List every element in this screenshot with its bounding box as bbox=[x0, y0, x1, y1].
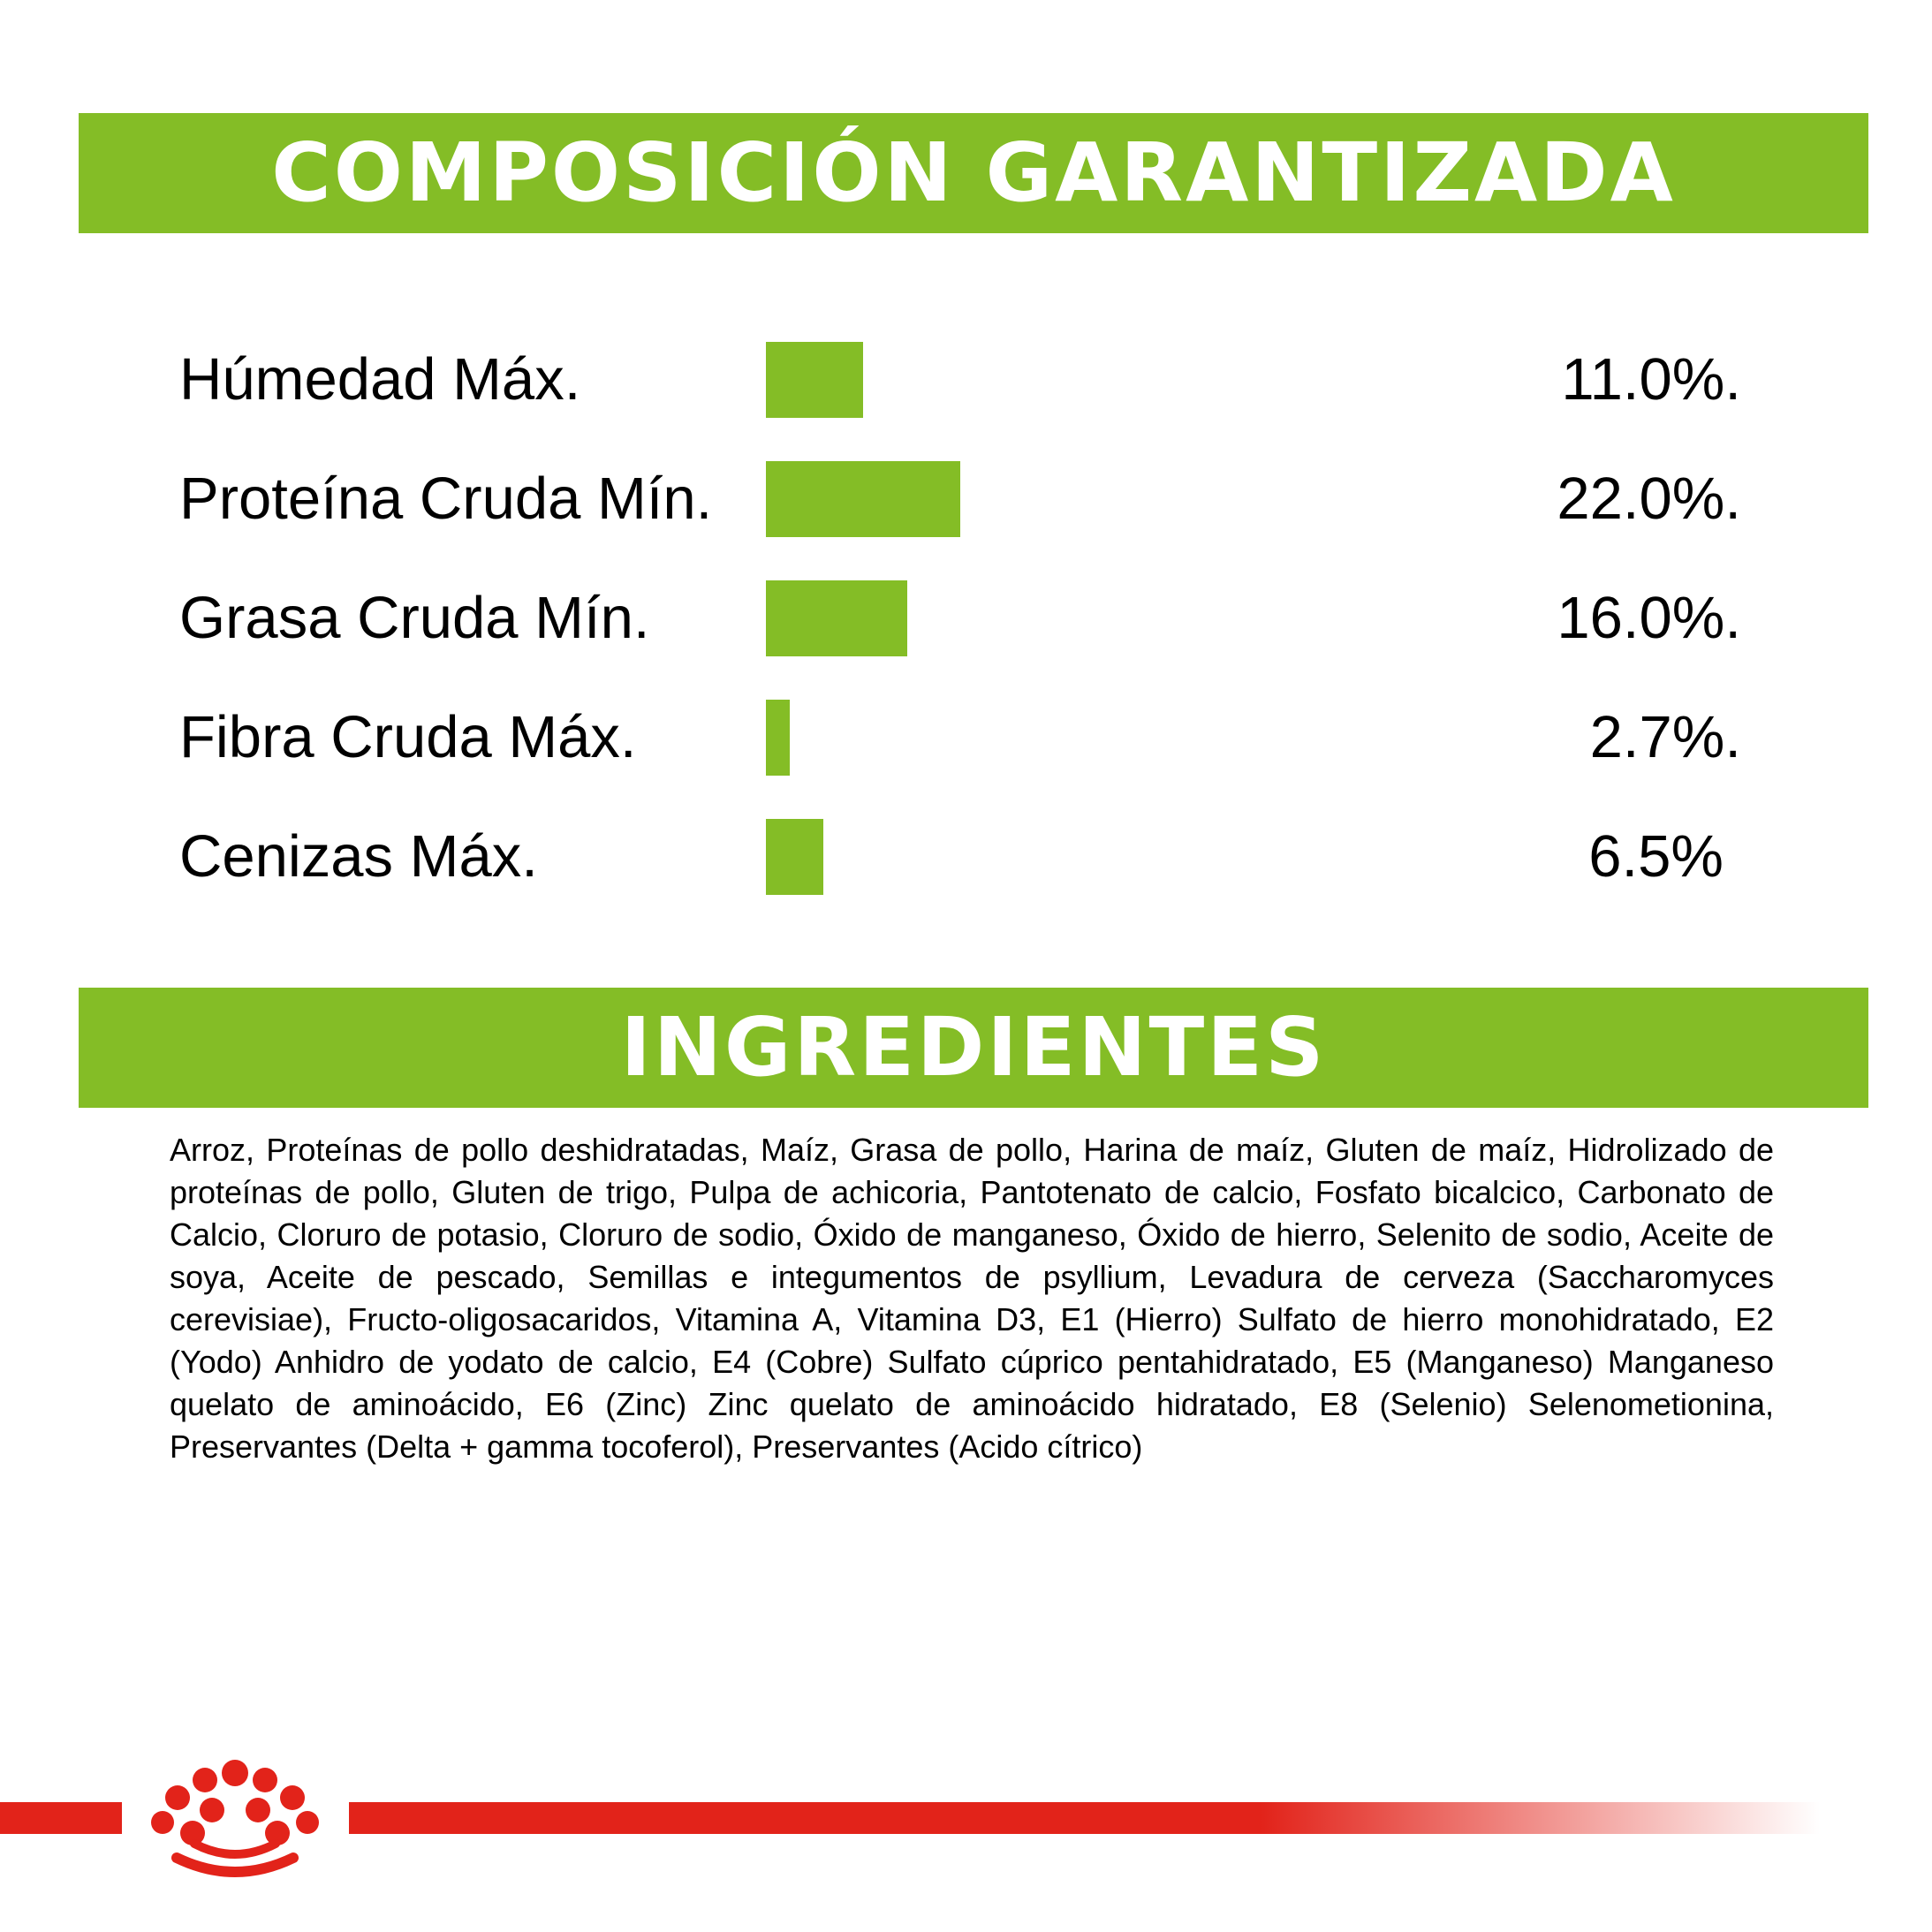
chart-value-label: 16.0%. bbox=[1557, 585, 1741, 651]
chart-value-label: 2.7%. bbox=[1589, 704, 1741, 770]
chart-row: Proteína Cruda Mín. 22.0%. bbox=[0, 461, 1932, 537]
chart-bar bbox=[766, 461, 960, 537]
footer-bar-right bbox=[349, 1802, 1820, 1834]
chart-category-label: Húmedad Máx. bbox=[179, 346, 581, 413]
royal-canin-crown-icon bbox=[151, 1760, 319, 1877]
chart-bar bbox=[766, 580, 907, 656]
chart-category-label: Fibra Cruda Máx. bbox=[179, 704, 637, 770]
footer-bar-left bbox=[0, 1802, 122, 1834]
chart-category-label: Proteína Cruda Mín. bbox=[179, 466, 713, 532]
composition-banner: COMPOSICIÓN GARANTIZADA bbox=[79, 113, 1868, 233]
chart-row: Grasa Cruda Mín. 16.0%. bbox=[0, 580, 1932, 656]
chart-value-label: 22.0%. bbox=[1557, 466, 1741, 532]
chart-category-label: Cenizas Máx. bbox=[179, 823, 538, 890]
chart-bar bbox=[766, 700, 790, 776]
chart-value-label: 6.5% bbox=[1588, 823, 1724, 890]
chart-bar bbox=[766, 819, 823, 895]
chart-row: Fibra Cruda Máx. 2.7%. bbox=[0, 700, 1932, 776]
composition-chart: Húmedad Máx. 11.0%. Proteína Cruda Mín. 22.… bbox=[0, 318, 1932, 919]
chart-row: Húmedad Máx. 11.0%. bbox=[0, 342, 1932, 418]
chart-bar bbox=[766, 342, 863, 418]
ingredients-banner: INGREDIENTES bbox=[79, 988, 1868, 1108]
chart-category-label: Grasa Cruda Mín. bbox=[179, 585, 650, 651]
footer-brand-bar bbox=[0, 1802, 1932, 1834]
chart-value-label: 11.0%. bbox=[1561, 346, 1741, 413]
ingredients-list: Arroz, Proteínas de pollo deshidratadas,… bbox=[170, 1132, 1774, 1465]
chart-row: Cenizas Máx. 6.5% bbox=[0, 819, 1932, 895]
ingredients-title: INGREDIENTES bbox=[620, 1000, 1327, 1095]
composition-title: COMPOSICIÓN GARANTIZADA bbox=[271, 125, 1676, 220]
